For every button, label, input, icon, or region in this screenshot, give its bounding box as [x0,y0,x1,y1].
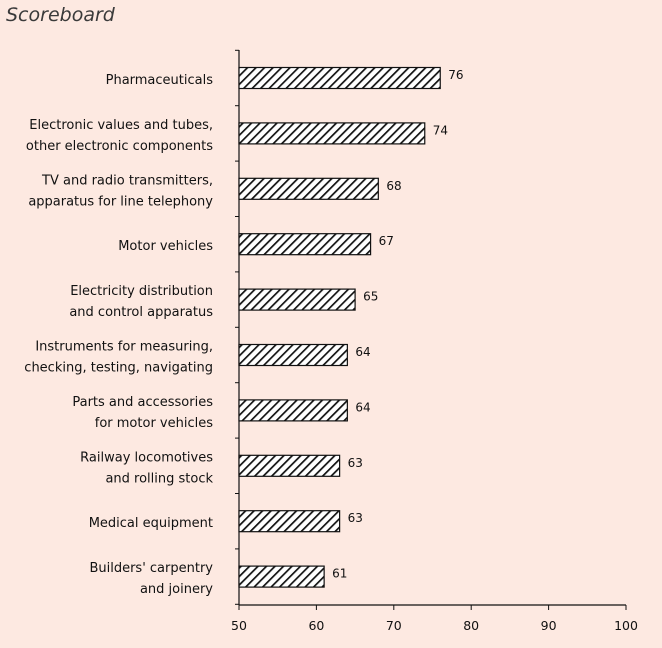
chart-title: Scoreboard [6,4,115,26]
bar [238,454,341,477]
x-tick-label: 50 [231,618,247,633]
x-tick-label: 90 [541,618,557,633]
bar-value-label: 65 [363,290,378,304]
bar-value-label: 67 [379,234,394,248]
category-label: Parts and accessories for motor vehicles [72,395,213,431]
bar [238,233,372,256]
x-tick-label: 60 [308,618,324,633]
category-label: Electronic values and tubes, other electr… [26,118,213,154]
category-label: Railway locomotives and rolling stock [80,450,213,486]
bar [238,510,341,533]
category-label: Medical equipment [89,516,213,531]
bar [238,66,441,90]
bar [238,399,348,422]
bar-value-label: 63 [348,511,363,525]
bar-value-label: 76 [448,68,463,82]
category-label: Pharmaceuticals [106,73,214,88]
category-label: Instruments for measuring, checking, test… [24,340,213,376]
category-label: TV and radio transmitters, apparatus for … [28,173,213,209]
chart-labels: 76 Pharmaceuticals 74 Electronic values and… [24,68,463,597]
x-tick-label: 80 [463,618,479,633]
bar-value-label: 64 [355,345,370,359]
chart-bars [238,66,441,588]
x-tick-label: 70 [386,618,402,633]
category-label: Motor vehicles [118,239,213,254]
bar-value-label: 68 [386,179,401,193]
bar-value-label: 63 [348,456,363,470]
bar [238,288,356,311]
x-tick-label: 100 [614,618,638,633]
bar-value-label: 74 [433,123,448,137]
bar [238,177,379,200]
category-label: Builders' carpentry and joinery [89,561,213,597]
bar [238,565,325,588]
category-label: Electricity distribution and control appa… [69,284,213,320]
bar-value-label: 64 [355,400,370,414]
bar-value-label: 61 [332,567,347,581]
bar [238,122,426,145]
bar [238,343,348,367]
